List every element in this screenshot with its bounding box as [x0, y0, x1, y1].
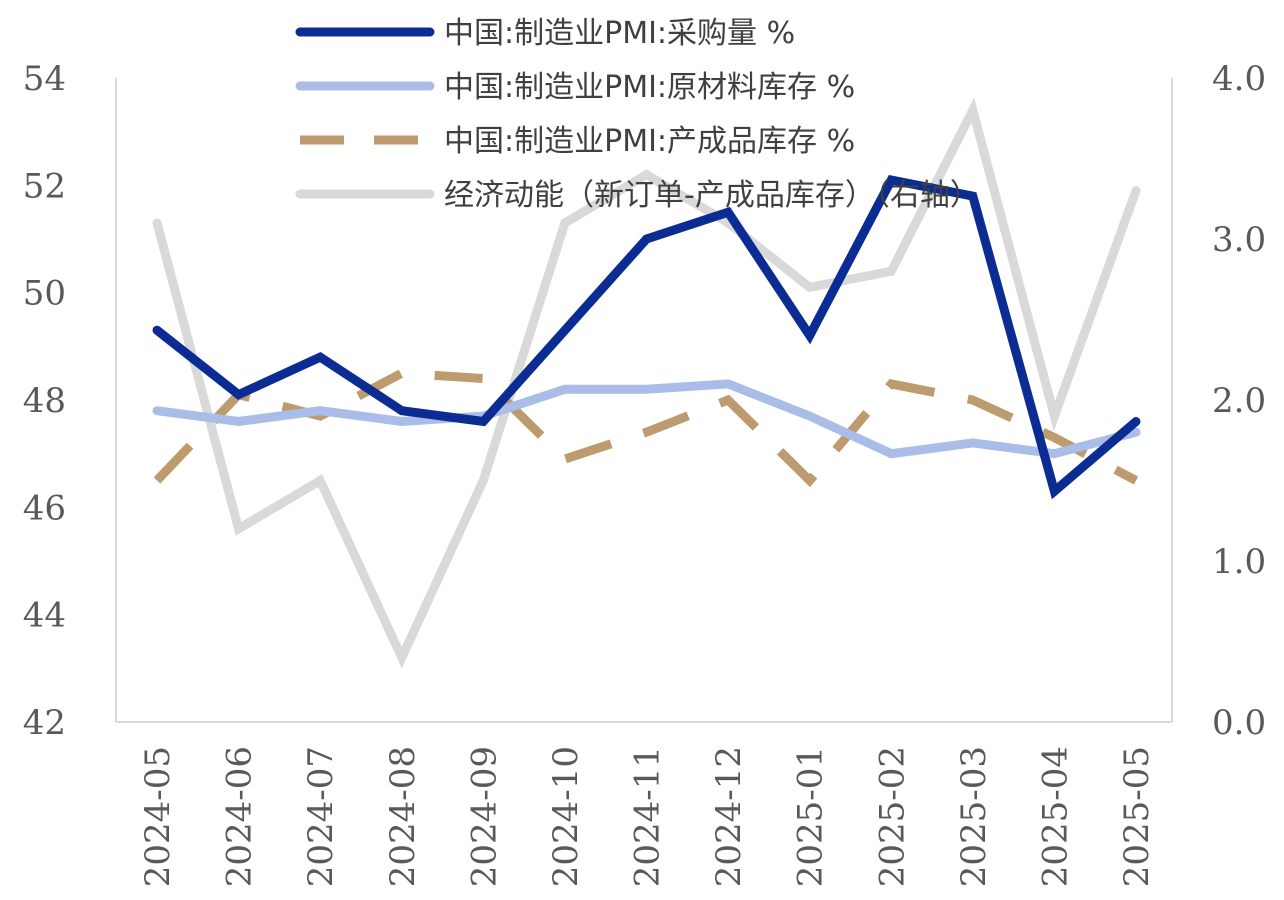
axes: 42 44 46 48 50 52 54 0.0 1.0 2.0 3.0 4.0 2024-05 2024…	[23, 59, 1266, 887]
legend-label-1: 中国:制造业PMI:原材料库存 %	[444, 70, 855, 105]
x-tick-label: 2024-06	[220, 746, 260, 887]
right-tick-label: 1.0	[1212, 542, 1266, 582]
legend-label-3: 经济动能（新订单-产成品库存）（右轴）	[444, 178, 980, 213]
series-layer	[152, 97, 1141, 669]
x-tick-label: 2024-11	[628, 746, 668, 887]
x-tick-label: 2025-03	[954, 746, 994, 887]
x-tick-label: 2025-01	[791, 746, 831, 887]
x-tick-label: 2024-12	[709, 746, 749, 887]
x-tick-label: 2024-05	[138, 746, 178, 887]
left-tick-label: 46	[23, 488, 66, 528]
right-tick-label: 3.0	[1212, 220, 1266, 260]
left-tick-label: 42	[23, 703, 66, 743]
series-line-0	[152, 174, 1141, 500]
x-tick-label: 2025-02	[872, 746, 912, 887]
x-tick-label: 2025-04	[1035, 746, 1075, 887]
series-line-2	[153, 368, 1139, 488]
left-tick-label: 50	[23, 274, 66, 314]
legend: 中国:制造业PMI:采购量 % 中国:制造业PMI:原材料库存 % 中国:制造业PM…	[295, 16, 980, 213]
right-tick-label: 2.0	[1212, 381, 1266, 421]
series-line-3	[152, 97, 1141, 669]
right-tick-label: 4.0	[1212, 59, 1266, 99]
x-tick-label: 2024-09	[464, 746, 504, 887]
x-tick-label: 2024-07	[301, 746, 341, 887]
x-tick-label: 2025-05	[1117, 746, 1157, 887]
left-tick-label: 44	[23, 596, 66, 636]
x-tick-label: 2024-10	[546, 746, 586, 887]
left-tick-label: 48	[23, 381, 66, 421]
left-tick-label: 52	[23, 166, 66, 206]
right-tick-label: 0.0	[1212, 703, 1266, 743]
legend-label-2: 中国:制造业PMI:产成品库存 %	[444, 124, 855, 159]
legend-label-0: 中国:制造业PMI:采购量 %	[444, 16, 795, 51]
left-tick-label: 54	[23, 59, 66, 99]
series-line-1	[152, 379, 1141, 459]
x-tick-label: 2024-08	[383, 746, 423, 887]
